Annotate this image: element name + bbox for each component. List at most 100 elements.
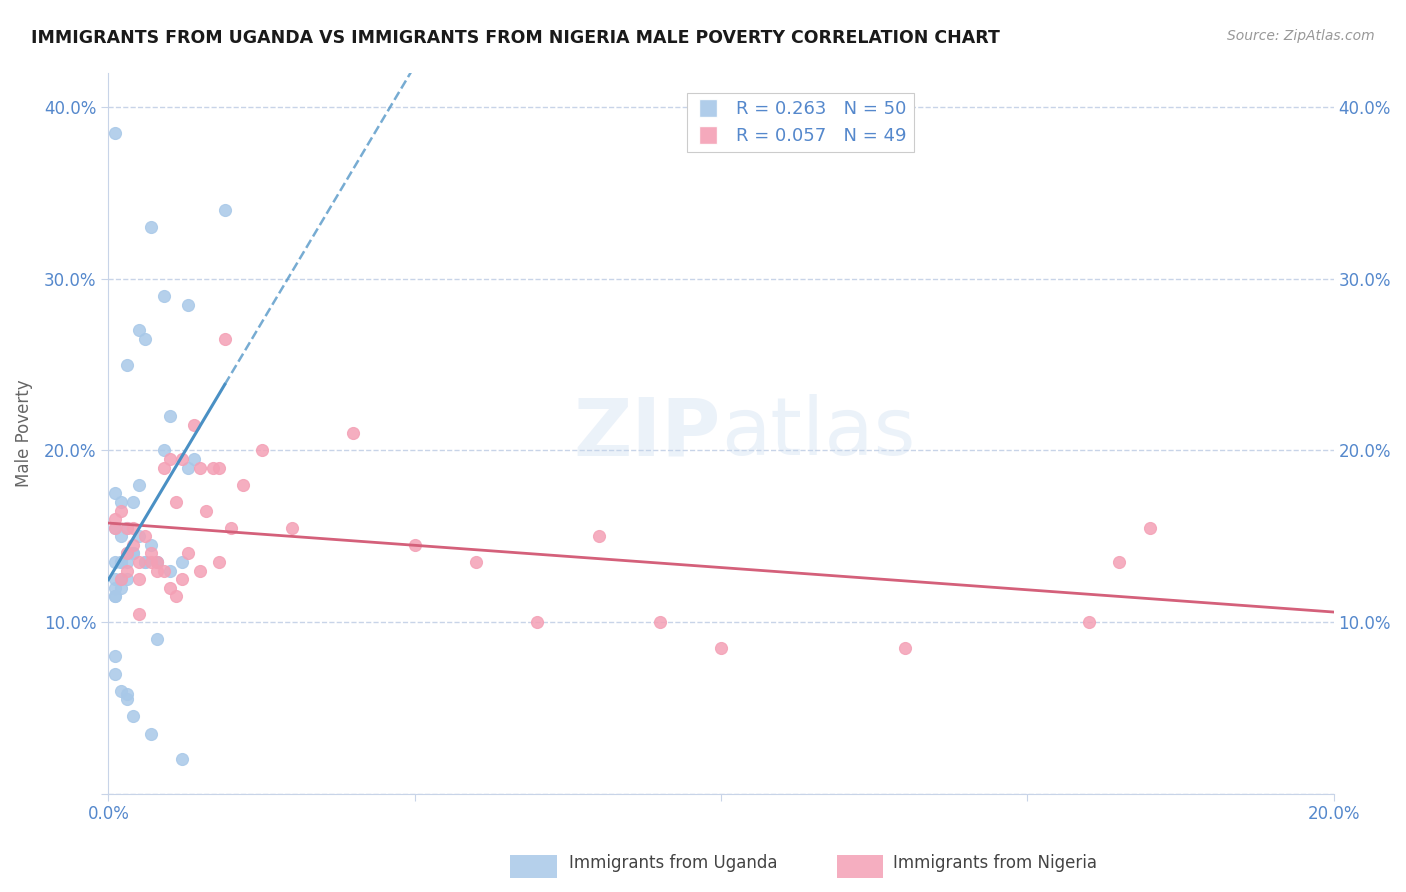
Point	[134, 332, 156, 346]
Point	[110, 503, 132, 517]
Point	[152, 564, 174, 578]
Point	[103, 486, 125, 500]
Point	[122, 495, 145, 509]
Point	[122, 709, 145, 723]
Text: Immigrants from Uganda: Immigrants from Uganda	[569, 855, 778, 872]
Point	[128, 607, 150, 621]
Point	[146, 555, 169, 569]
Point	[219, 521, 242, 535]
Point	[122, 538, 145, 552]
Point	[122, 546, 145, 560]
Point	[165, 590, 187, 604]
Point	[103, 590, 125, 604]
Point	[159, 581, 181, 595]
Point	[146, 632, 169, 647]
Point	[115, 546, 138, 560]
Point	[404, 538, 426, 552]
Point	[115, 555, 138, 569]
Point	[134, 529, 156, 543]
Point	[1077, 615, 1099, 629]
Point	[159, 564, 181, 578]
Point	[141, 220, 163, 235]
Point	[115, 546, 138, 560]
Point	[170, 572, 193, 586]
Point	[146, 564, 169, 578]
Point	[201, 460, 224, 475]
Point	[134, 555, 156, 569]
Text: IMMIGRANTS FROM UGANDA VS IMMIGRANTS FROM NIGERIA MALE POVERTY CORRELATION CHART: IMMIGRANTS FROM UGANDA VS IMMIGRANTS FRO…	[31, 29, 1000, 47]
Point	[141, 546, 163, 560]
Point	[103, 521, 125, 535]
Point	[146, 555, 169, 569]
Text: atlas: atlas	[721, 394, 915, 473]
Point	[170, 555, 193, 569]
Point	[183, 417, 205, 432]
Point	[152, 460, 174, 475]
Point	[115, 358, 138, 372]
Point	[128, 478, 150, 492]
Point	[110, 555, 132, 569]
Point	[103, 666, 125, 681]
Point	[128, 323, 150, 337]
Point	[214, 203, 236, 218]
Point	[122, 546, 145, 560]
Point	[103, 126, 125, 140]
Point	[177, 460, 200, 475]
Point	[110, 683, 132, 698]
Point	[159, 452, 181, 467]
Text: ZIP: ZIP	[574, 394, 721, 473]
Point	[894, 640, 917, 655]
Point	[103, 572, 125, 586]
Point	[141, 555, 163, 569]
Point	[177, 298, 200, 312]
Point	[183, 452, 205, 467]
Text: Immigrants from Nigeria: Immigrants from Nigeria	[893, 855, 1097, 872]
Point	[146, 555, 169, 569]
Point	[115, 521, 138, 535]
Legend: R = 0.263   N = 50, R = 0.057   N = 49: R = 0.263 N = 50, R = 0.057 N = 49	[688, 93, 914, 153]
Point	[103, 590, 125, 604]
Point	[152, 289, 174, 303]
Point	[128, 572, 150, 586]
Point	[110, 572, 132, 586]
Point	[188, 460, 211, 475]
Point	[188, 564, 211, 578]
Point	[141, 538, 163, 552]
Point	[214, 332, 236, 346]
Point	[648, 615, 671, 629]
Point	[1139, 521, 1161, 535]
Point	[134, 555, 156, 569]
Point	[177, 546, 200, 560]
Point	[128, 529, 150, 543]
Point	[115, 692, 138, 706]
Point	[170, 452, 193, 467]
Point	[281, 521, 304, 535]
Point	[103, 512, 125, 526]
Point	[342, 426, 364, 441]
Point	[195, 503, 218, 517]
Point	[1108, 555, 1130, 569]
Point	[232, 478, 254, 492]
Point	[103, 649, 125, 664]
Point	[250, 443, 273, 458]
Point	[115, 521, 138, 535]
Point	[141, 726, 163, 740]
Point	[152, 443, 174, 458]
Point	[208, 555, 231, 569]
Y-axis label: Male Poverty: Male Poverty	[15, 379, 32, 487]
Point	[208, 460, 231, 475]
Point	[115, 564, 138, 578]
Point	[465, 555, 488, 569]
Point	[110, 572, 132, 586]
Text: Source: ZipAtlas.com: Source: ZipAtlas.com	[1227, 29, 1375, 44]
Point	[710, 640, 733, 655]
Point	[588, 529, 610, 543]
Point	[122, 521, 145, 535]
Point	[110, 555, 132, 569]
Point	[115, 572, 138, 586]
Point	[110, 581, 132, 595]
Point	[110, 495, 132, 509]
Point	[103, 555, 125, 569]
Point	[170, 752, 193, 766]
Point	[115, 687, 138, 701]
